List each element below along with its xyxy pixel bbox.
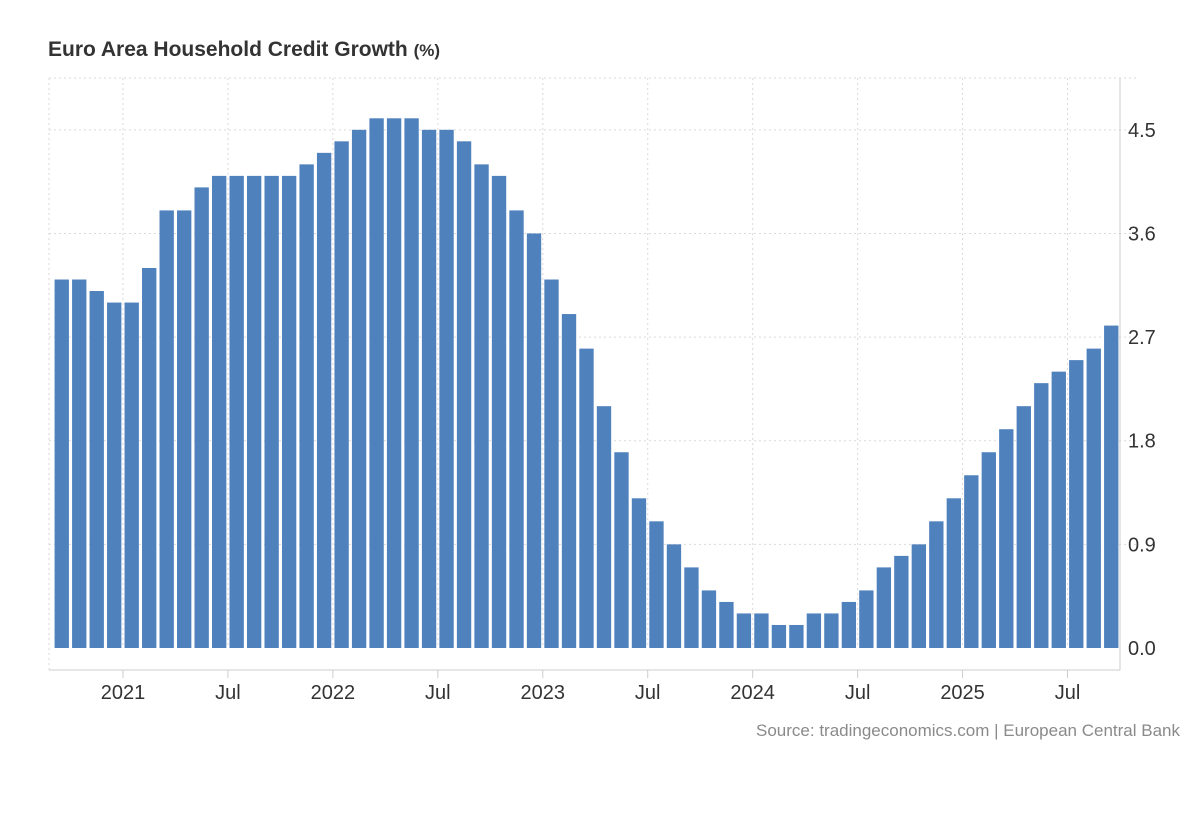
bar-2024-04[interactable] bbox=[806, 613, 822, 648]
bar-2023-10[interactable] bbox=[701, 590, 717, 648]
bar-2025-04[interactable] bbox=[1016, 406, 1031, 648]
bar-2024-07[interactable] bbox=[859, 590, 874, 648]
bar-2025-08[interactable] bbox=[1086, 348, 1101, 648]
bar-2025-02[interactable] bbox=[981, 452, 996, 648]
bar-2025-09[interactable] bbox=[1104, 325, 1119, 648]
bar-2024-08[interactable] bbox=[876, 567, 892, 648]
bar-2023-04[interactable] bbox=[596, 406, 612, 648]
chart-title-unit: (%) bbox=[413, 41, 441, 60]
bar-2021-10[interactable] bbox=[281, 175, 297, 648]
y-tick-label: 1.8 bbox=[1128, 431, 1156, 453]
bar-2021-05[interactable] bbox=[194, 187, 209, 648]
bar-2024-10[interactable] bbox=[911, 544, 927, 648]
bar-2021-03[interactable] bbox=[159, 210, 174, 649]
bar-2023-07[interactable] bbox=[649, 521, 664, 648]
bar-2020-10[interactable] bbox=[72, 279, 87, 648]
bar-2023-01[interactable] bbox=[544, 279, 559, 648]
bar-2021-01[interactable] bbox=[124, 302, 139, 648]
bar-2024-12[interactable] bbox=[946, 498, 961, 648]
bar-2023-09[interactable] bbox=[684, 567, 699, 648]
x-tick-label: Jul bbox=[635, 682, 661, 704]
bar-2020-09[interactable] bbox=[54, 279, 69, 648]
bar-2024-11[interactable] bbox=[929, 521, 944, 648]
y-tick-label: 0.9 bbox=[1128, 534, 1156, 556]
bar-2022-10[interactable] bbox=[491, 175, 507, 648]
x-tick-label: Jul bbox=[845, 682, 871, 704]
bar-2023-03[interactable] bbox=[579, 348, 594, 648]
bar-2024-02[interactable] bbox=[771, 624, 787, 648]
bar-2023-11[interactable] bbox=[719, 601, 734, 648]
y-tick-label: 4.5 bbox=[1128, 120, 1156, 142]
x-axis-labels: 2021 Jul 2022 Jul 2023 Jul 2024 Jul 2025 Jul bbox=[101, 682, 1081, 704]
bar-2021-08[interactable] bbox=[246, 175, 262, 648]
bar-2025-06[interactable] bbox=[1051, 371, 1066, 648]
x-tick-label: 2022 bbox=[311, 682, 356, 704]
chart-title: Euro Area Household Credit Growth (%) bbox=[48, 38, 440, 62]
bar-2024-06[interactable] bbox=[841, 601, 857, 648]
y-tick-label: 0.0 bbox=[1128, 638, 1156, 660]
bar-2021-06[interactable] bbox=[212, 175, 227, 648]
x-tick-label: Jul bbox=[215, 682, 241, 704]
bar-2020-11[interactable] bbox=[89, 291, 104, 648]
bar-2021-12[interactable] bbox=[316, 152, 332, 648]
y-tick-label: 3.6 bbox=[1128, 223, 1156, 245]
bar-2023-08[interactable] bbox=[666, 544, 682, 648]
bar-2022-09[interactable] bbox=[474, 164, 489, 649]
bar-2025-07[interactable] bbox=[1069, 360, 1084, 648]
x-tick-label: 2021 bbox=[101, 682, 146, 704]
source-attribution: Source: tradingeconomics.com | European … bbox=[756, 721, 1180, 740]
bar-2023-05[interactable] bbox=[614, 452, 629, 648]
x-tick-label: 2023 bbox=[521, 682, 566, 704]
bar-2024-01[interactable] bbox=[754, 613, 769, 648]
bar-2023-12[interactable] bbox=[736, 613, 752, 648]
bar-2021-02[interactable] bbox=[142, 268, 157, 648]
bar-2022-06[interactable] bbox=[421, 129, 437, 648]
bar-2025-03[interactable] bbox=[999, 429, 1014, 648]
axes bbox=[49, 78, 1121, 678]
bar-2021-11[interactable] bbox=[299, 164, 314, 649]
bar-2021-07[interactable] bbox=[229, 175, 244, 648]
bar-2022-04[interactable] bbox=[386, 118, 402, 649]
bar-2022-11[interactable] bbox=[509, 210, 524, 649]
chart-title-text: Euro Area Household Credit Growth bbox=[48, 38, 408, 61]
bar-2024-03[interactable] bbox=[789, 624, 804, 648]
bar-2020-12[interactable] bbox=[107, 302, 122, 648]
bar-2022-01[interactable] bbox=[334, 141, 349, 648]
y-tick-label: 2.7 bbox=[1128, 327, 1156, 349]
bar-2024-09[interactable] bbox=[894, 555, 909, 648]
bar-2022-08[interactable] bbox=[456, 141, 472, 648]
bar-2022-12[interactable] bbox=[526, 233, 542, 648]
bar-2022-05[interactable] bbox=[404, 118, 419, 649]
y-axis-labels: 0.0 0.9 1.8 2.7 3.6 4.5 bbox=[1128, 120, 1156, 660]
bar-2023-06[interactable] bbox=[631, 498, 647, 648]
bar-2023-02[interactable] bbox=[561, 314, 577, 648]
bar-2022-03[interactable] bbox=[369, 118, 384, 649]
bar-2022-02[interactable] bbox=[351, 129, 367, 648]
bar-2021-04[interactable] bbox=[177, 210, 192, 649]
bar-2022-07[interactable] bbox=[439, 129, 454, 648]
bar-series bbox=[54, 118, 1119, 649]
bar-2024-05[interactable] bbox=[824, 613, 839, 648]
x-tick-label: 2025 bbox=[940, 682, 985, 704]
bar-2021-09[interactable] bbox=[264, 175, 279, 648]
x-tick-label: 2024 bbox=[730, 682, 775, 704]
x-tick-label: Jul bbox=[1055, 682, 1081, 704]
bar-2025-05[interactable] bbox=[1034, 383, 1049, 648]
x-tick-label: Jul bbox=[425, 682, 451, 704]
bar-2025-01[interactable] bbox=[964, 475, 979, 648]
